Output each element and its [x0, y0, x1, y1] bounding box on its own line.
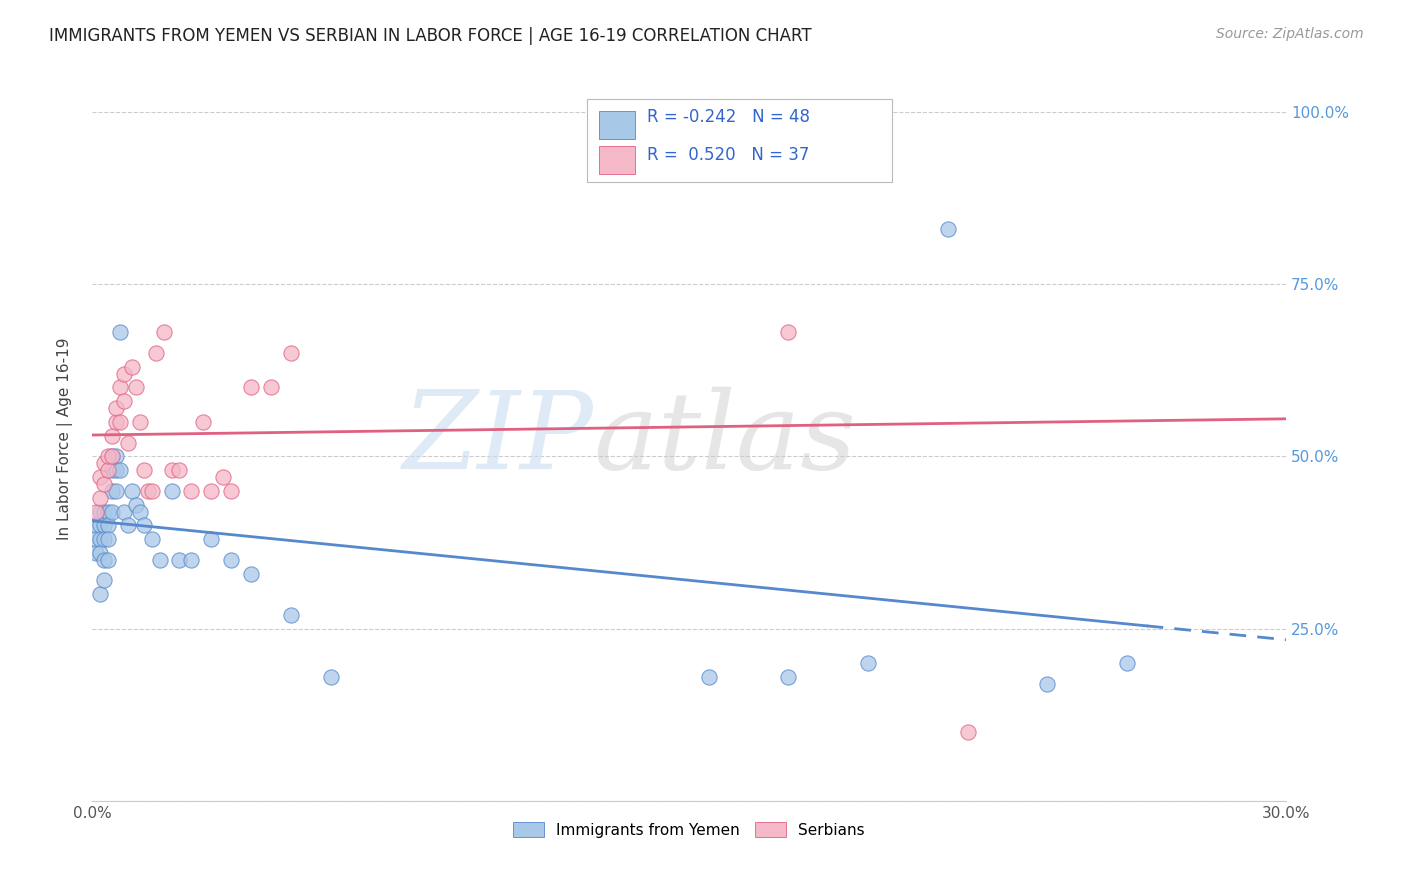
Point: [97, 532, 120, 546]
Point: [145, 346, 167, 360]
Point: [104, 483, 127, 498]
Point: [84, 518, 107, 533]
Point: [93, 504, 115, 518]
Point: [101, 483, 124, 498]
Point: [1115, 656, 1137, 670]
FancyBboxPatch shape: [588, 99, 891, 182]
Point: [219, 483, 242, 498]
Point: [856, 656, 879, 670]
Point: [117, 435, 139, 450]
Point: [1036, 677, 1059, 691]
Text: R =  0.520   N = 37: R = 0.520 N = 37: [647, 146, 810, 164]
Point: [160, 483, 183, 498]
Text: IMMIGRANTS FROM YEMEN VS SERBIAN IN LABOR FORCE | AGE 16-19 CORRELATION CHART: IMMIGRANTS FROM YEMEN VS SERBIAN IN LABO…: [49, 27, 811, 45]
Point: [93, 456, 115, 470]
Text: Source: ZipAtlas.com: Source: ZipAtlas.com: [1216, 27, 1364, 41]
Point: [132, 463, 155, 477]
Point: [97, 504, 120, 518]
Bar: [599, 112, 636, 139]
Point: [193, 415, 215, 429]
Point: [121, 483, 143, 498]
Point: [128, 415, 150, 429]
Point: [108, 415, 131, 429]
Point: [93, 553, 115, 567]
Point: [280, 346, 302, 360]
Point: [200, 483, 222, 498]
Point: [180, 483, 202, 498]
Text: atlas: atlas: [593, 386, 856, 491]
Point: [778, 670, 800, 684]
Point: [125, 380, 148, 394]
Point: [104, 463, 127, 477]
Point: [93, 574, 115, 588]
Point: [112, 367, 135, 381]
Point: [697, 670, 720, 684]
Point: [160, 463, 183, 477]
Point: [240, 566, 263, 581]
Point: [141, 532, 163, 546]
Point: [84, 532, 107, 546]
Point: [93, 477, 115, 491]
Point: [97, 518, 120, 533]
Legend: Immigrants from Yemen, Serbians: Immigrants from Yemen, Serbians: [508, 815, 870, 844]
Y-axis label: In Labor Force | Age 16-19: In Labor Force | Age 16-19: [58, 338, 73, 541]
Point: [697, 104, 720, 119]
Point: [212, 470, 235, 484]
Point: [132, 518, 155, 533]
Point: [104, 401, 127, 416]
Point: [169, 463, 191, 477]
Point: [117, 518, 139, 533]
Point: [260, 380, 283, 394]
Point: [93, 532, 115, 546]
Point: [108, 463, 131, 477]
Point: [108, 326, 131, 340]
Point: [169, 553, 191, 567]
Point: [112, 394, 135, 409]
Point: [141, 483, 163, 498]
Point: [101, 450, 124, 464]
Point: [200, 532, 222, 546]
Point: [89, 587, 111, 601]
Point: [240, 380, 263, 394]
Point: [180, 553, 202, 567]
Point: [89, 546, 111, 560]
Point: [89, 518, 111, 533]
Point: [101, 428, 124, 442]
Point: [319, 670, 342, 684]
Point: [128, 504, 150, 518]
Point: [112, 504, 135, 518]
Point: [108, 380, 131, 394]
Point: [104, 450, 127, 464]
Point: [149, 553, 172, 567]
Point: [136, 483, 159, 498]
Point: [280, 607, 302, 622]
Point: [89, 504, 111, 518]
Point: [125, 498, 148, 512]
Point: [104, 415, 127, 429]
Point: [84, 546, 107, 560]
Point: [219, 553, 242, 567]
Point: [956, 725, 979, 739]
Text: ZIP: ZIP: [402, 386, 593, 491]
Point: [101, 504, 124, 518]
Point: [97, 553, 120, 567]
Point: [778, 326, 800, 340]
Bar: [599, 146, 636, 174]
Point: [89, 470, 111, 484]
Point: [97, 450, 120, 464]
Point: [89, 532, 111, 546]
Point: [101, 450, 124, 464]
Point: [93, 518, 115, 533]
Point: [84, 504, 107, 518]
Point: [152, 326, 174, 340]
Point: [89, 491, 111, 505]
Point: [101, 463, 124, 477]
Point: [121, 359, 143, 374]
Point: [97, 463, 120, 477]
Point: [936, 222, 959, 236]
Text: R = -0.242   N = 48: R = -0.242 N = 48: [647, 108, 810, 126]
